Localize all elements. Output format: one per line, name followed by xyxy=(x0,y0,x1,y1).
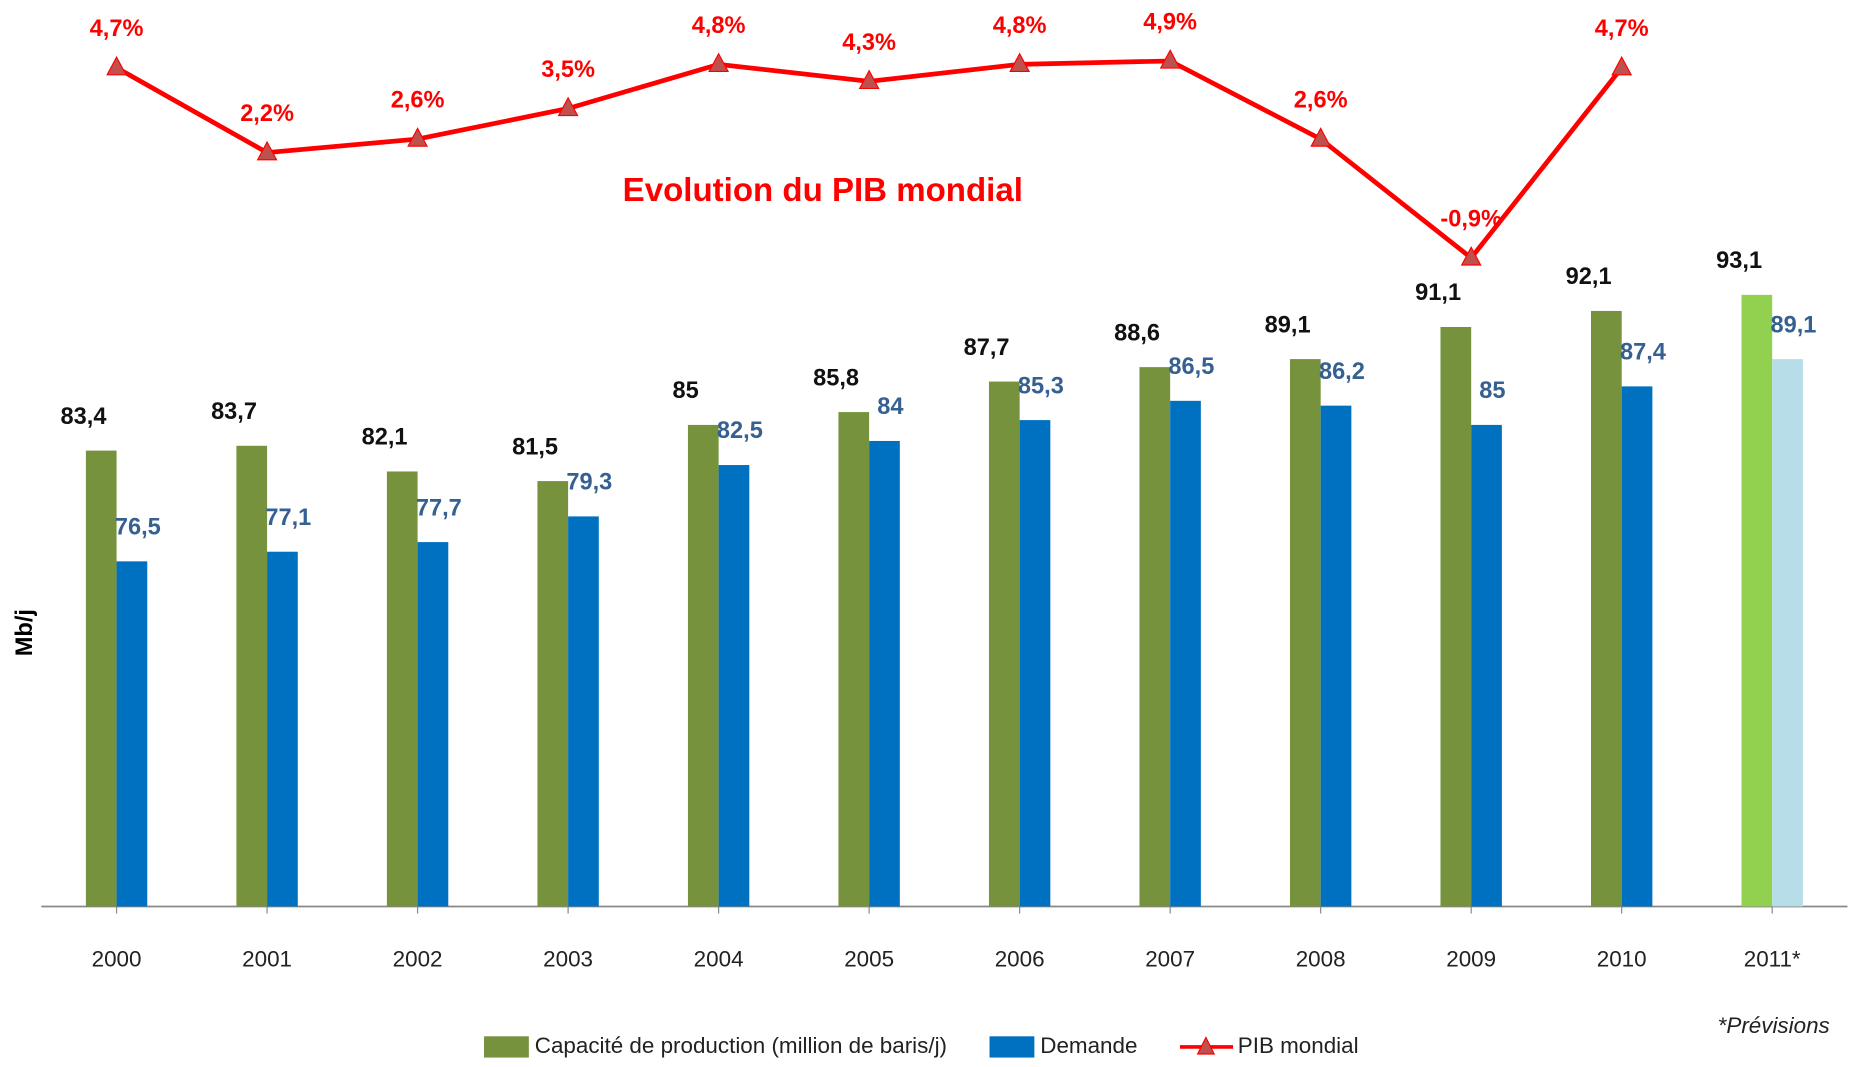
bar-value-label: 87,7 xyxy=(964,335,1010,361)
bar-value-label: 76,5 xyxy=(115,515,161,541)
legend-swatch xyxy=(483,1036,529,1058)
bar-value-label: 86,5 xyxy=(1168,354,1214,380)
bar-value-label: 85,8 xyxy=(813,365,859,391)
bar xyxy=(838,412,870,907)
bar-value-label: 83,4 xyxy=(61,404,107,430)
bar xyxy=(1621,386,1653,907)
line-value-label: 4,7% xyxy=(1595,16,1649,42)
y-axis-label: Mb/j xyxy=(12,609,38,656)
x-tick-label: 2008 xyxy=(1296,947,1346,972)
bar-value-label: 85 xyxy=(1479,378,1505,404)
line-value-label: 4,9% xyxy=(1143,9,1197,35)
bar-value-label: 77,7 xyxy=(416,495,462,521)
x-tick-label: 2000 xyxy=(92,947,142,972)
marker xyxy=(407,127,429,147)
bar-value-label: 82,1 xyxy=(362,425,408,451)
bar xyxy=(417,542,449,907)
bar-value-label: 87,4 xyxy=(1620,340,1666,366)
bar-value-label: 85,3 xyxy=(1018,373,1064,399)
bar-value-label: 84 xyxy=(877,394,903,420)
bar-value-label: 79,3 xyxy=(566,470,612,496)
bar-value-label: 88,6 xyxy=(1114,320,1160,346)
bar-value-label: 89,1 xyxy=(1770,312,1816,338)
x-tick-label: 2007 xyxy=(1145,947,1195,972)
legend-label: Demande xyxy=(1040,1033,1137,1058)
x-tick-label: 2001 xyxy=(242,947,292,972)
marker xyxy=(1611,55,1633,76)
marker xyxy=(1159,49,1181,69)
bar-value-label: 91,1 xyxy=(1415,280,1461,306)
legend-label: Capacité de production (million de baris… xyxy=(535,1033,947,1058)
bar xyxy=(869,440,900,907)
bar xyxy=(1139,367,1171,907)
bar xyxy=(1772,359,1803,907)
x-tick-label: 2011* xyxy=(1744,947,1801,972)
bar xyxy=(116,561,148,907)
line-value-label: 2,6% xyxy=(391,88,445,114)
x-tick-label: 2003 xyxy=(543,947,593,972)
line-value-label: 4,7% xyxy=(90,16,144,42)
bar xyxy=(537,481,569,907)
line-value-label: 4,3% xyxy=(842,30,896,56)
x-tick-label: 2004 xyxy=(694,947,744,972)
marker xyxy=(1460,246,1482,266)
bar xyxy=(236,445,268,907)
marker xyxy=(106,55,128,76)
bar-value-label: 81,5 xyxy=(512,434,558,460)
bar xyxy=(1320,405,1352,907)
x-tick-label: 2009 xyxy=(1446,947,1496,972)
marker xyxy=(1310,127,1332,147)
x-tick-label: 2010 xyxy=(1597,947,1647,972)
bar xyxy=(568,516,599,907)
bar-value-label: 83,7 xyxy=(211,399,257,425)
bar xyxy=(687,424,719,907)
footnote: *Prévisions xyxy=(1718,1013,1830,1038)
bar xyxy=(85,450,117,907)
bar-value-label: 93,1 xyxy=(1716,248,1762,274)
bar xyxy=(1440,326,1472,907)
bar xyxy=(1170,400,1201,907)
line-value-label: -0,9% xyxy=(1440,206,1502,232)
line-value-label: 3,5% xyxy=(541,57,595,83)
marker xyxy=(1009,52,1031,73)
bar-value-label: 85 xyxy=(672,378,698,404)
bar xyxy=(386,471,418,907)
bar-value-label: 89,1 xyxy=(1265,312,1311,338)
annotation-title: Evolution du PIB mondial xyxy=(623,172,1023,209)
legend-label: PIB mondial xyxy=(1238,1033,1359,1058)
bar xyxy=(988,381,1020,907)
bar xyxy=(1019,420,1051,907)
bar xyxy=(1590,310,1622,907)
x-tick-label: 2006 xyxy=(995,947,1045,972)
bar xyxy=(1741,294,1773,907)
marker xyxy=(708,52,730,73)
marker xyxy=(557,96,579,117)
marker xyxy=(256,140,278,161)
legend-marker xyxy=(1196,1036,1216,1055)
x-tick-label: 2002 xyxy=(393,947,443,972)
bar xyxy=(718,465,750,907)
line xyxy=(115,58,1624,262)
marker xyxy=(858,69,880,90)
bar xyxy=(1289,359,1321,907)
bar-value-label: 77,1 xyxy=(265,505,311,531)
x-tick-label: 2005 xyxy=(844,947,894,972)
bar-value-label: 92,1 xyxy=(1566,264,1612,290)
line-value-label: 4,8% xyxy=(993,13,1047,39)
line-value-label: 4,8% xyxy=(692,13,746,39)
line-value-label: 2,6% xyxy=(1294,88,1348,114)
bar-value-label: 86,2 xyxy=(1319,359,1365,385)
bar xyxy=(267,551,298,907)
bar-value-label: 82,5 xyxy=(717,418,763,444)
line-value-label: 2,2% xyxy=(240,101,294,127)
bar xyxy=(1471,424,1502,907)
legend-swatch xyxy=(989,1036,1035,1058)
